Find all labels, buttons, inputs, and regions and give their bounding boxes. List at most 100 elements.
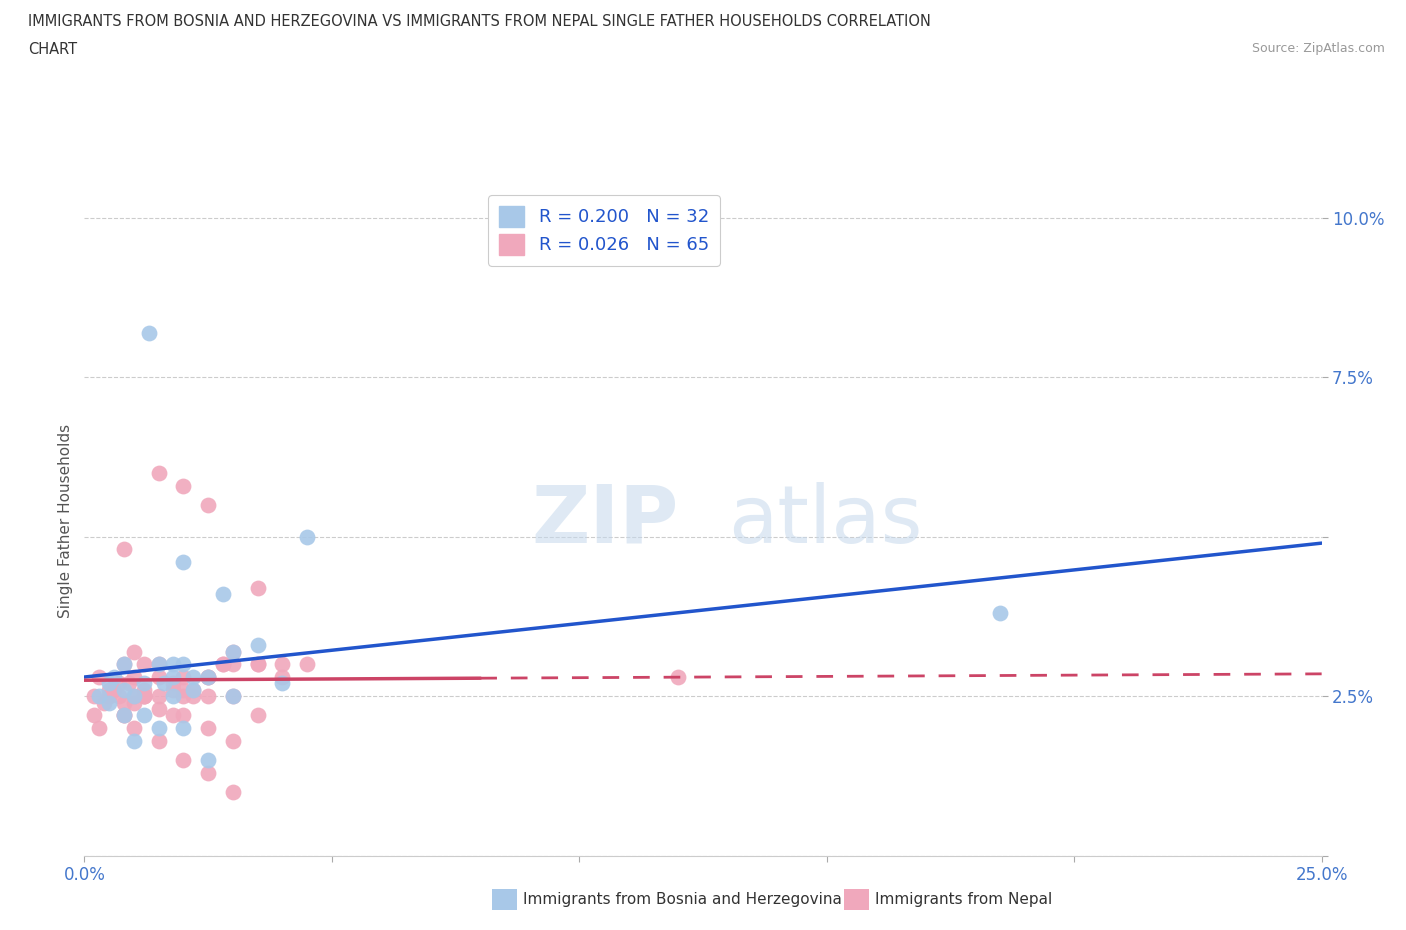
Point [122,670,145,684]
Point [172,657,194,671]
Point [112,708,135,723]
Text: atlas: atlas [728,482,922,560]
Point [83,708,105,723]
Point [172,555,194,570]
Point [98,676,121,691]
Point [246,708,269,723]
Point [98,689,121,704]
Point [132,676,155,691]
Point [246,638,269,653]
Point [162,689,184,704]
Point [93,695,115,710]
Point [162,708,184,723]
Point [132,657,155,671]
Point [112,657,135,671]
Point [162,676,184,691]
Point [172,708,194,723]
Point [271,676,294,691]
Point [103,683,125,698]
Point [103,670,125,684]
Point [112,657,135,671]
Point [148,657,170,671]
Point [89,689,111,704]
Text: CHART: CHART [28,42,77,57]
Point [112,542,135,557]
Point [666,670,689,684]
Point [83,689,105,704]
Text: Immigrants from Nepal: Immigrants from Nepal [875,892,1052,907]
Point [172,670,194,684]
Point [222,689,245,704]
Point [246,657,269,671]
Point [132,689,155,704]
Point [181,689,204,704]
Point [89,670,111,684]
Point [181,683,204,698]
Point [118,676,141,691]
Point [222,784,245,799]
Point [89,721,111,736]
Point [197,721,219,736]
Point [246,657,269,671]
Point [222,689,245,704]
Point [112,695,135,710]
Point [222,644,245,659]
Point [172,478,194,493]
Point [122,734,145,749]
Point [152,676,174,691]
Point [132,683,155,698]
Point [148,670,170,684]
Point [172,689,194,704]
Point [112,683,135,698]
Point [98,683,121,698]
Point [122,644,145,659]
Point [271,657,294,671]
Point [197,765,219,780]
Point [222,644,245,659]
Point [112,708,135,723]
Point [197,498,219,512]
Point [122,721,145,736]
Point [222,657,245,671]
Point [112,708,135,723]
Point [172,752,194,767]
Point [148,689,170,704]
Text: ZIP: ZIP [531,482,678,560]
Point [295,529,318,544]
Point [132,708,155,723]
Point [295,657,318,671]
Point [148,466,170,481]
Point [172,721,194,736]
Text: Immigrants from Bosnia and Herzegovina: Immigrants from Bosnia and Herzegovina [523,892,842,907]
Point [212,587,235,602]
Point [162,657,184,671]
Point [108,676,131,691]
Point [132,689,155,704]
Legend: R = 0.200   N = 32, R = 0.026   N = 65: R = 0.200 N = 32, R = 0.026 N = 65 [488,195,720,266]
Point [98,695,121,710]
Point [122,695,145,710]
Point [162,683,184,698]
Point [98,689,121,704]
Point [148,701,170,716]
Point [162,670,184,684]
Point [172,683,194,698]
Point [222,734,245,749]
Point [197,670,219,684]
Point [271,670,294,684]
Point [148,657,170,671]
Point [197,670,219,684]
Point [988,605,1011,620]
Point [197,689,219,704]
Point [148,734,170,749]
Point [197,670,219,684]
Point [122,689,145,704]
Point [108,689,131,704]
Point [138,326,160,340]
Point [197,752,219,767]
Point [132,689,155,704]
Point [212,657,235,671]
Text: IMMIGRANTS FROM BOSNIA AND HERZEGOVINA VS IMMIGRANTS FROM NEPAL SINGLE FATHER HO: IMMIGRANTS FROM BOSNIA AND HERZEGOVINA V… [28,14,931,29]
Y-axis label: Single Father Households: Single Father Households [58,424,73,618]
Text: Source: ZipAtlas.com: Source: ZipAtlas.com [1251,42,1385,55]
